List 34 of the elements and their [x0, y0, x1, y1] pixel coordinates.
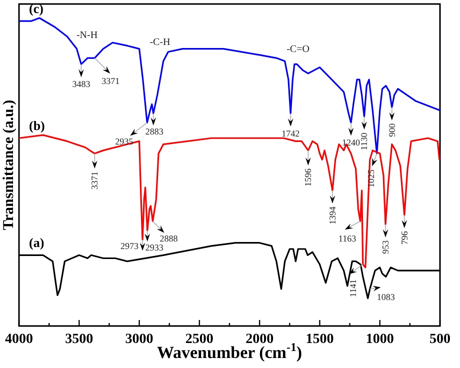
x-tick-label: 500	[430, 332, 450, 347]
annotation: 953	[380, 240, 391, 254]
annotation: 1394	[327, 206, 338, 224]
x-tick-label: 1500	[306, 332, 334, 347]
annotation: 2935	[115, 136, 134, 147]
annotation: -C=O	[286, 44, 310, 55]
annotation: 1596	[303, 168, 314, 186]
series-label: (b)	[29, 118, 45, 134]
x-tick-label: 3000	[125, 332, 154, 347]
annotation: 1240	[342, 138, 360, 148]
annotation: 1141	[348, 279, 358, 298]
annotation: 1163	[338, 233, 357, 244]
series-label: (a)	[29, 235, 44, 250]
x-tick-label: 2000	[246, 332, 274, 347]
series-label: (c)	[29, 1, 44, 16]
annotation: 3371	[90, 172, 100, 190]
annotation: 3371	[102, 76, 120, 86]
annotation: -C-H	[150, 37, 170, 48]
annotation: 2973	[120, 240, 140, 251]
annotation: 1130	[359, 132, 370, 150]
x-tick-label: 1000	[366, 332, 394, 347]
annotation: 1083	[376, 292, 396, 302]
annotation: 1025	[366, 169, 376, 188]
annotation: 3483	[72, 79, 91, 90]
x-tick-label: 3500	[65, 332, 94, 347]
x-tick-label: 4000	[5, 332, 33, 347]
annotation: 2933	[145, 242, 164, 253]
annotation: 796	[399, 230, 410, 245]
annotation: 2888	[160, 233, 178, 244]
annotation: 1742	[282, 128, 300, 138]
y-axis-title: Transmittance (a.u.)	[1, 100, 17, 230]
annotation: 900	[386, 122, 397, 137]
annotation: 2883	[145, 126, 164, 136]
annotation: -N-H	[76, 30, 98, 41]
